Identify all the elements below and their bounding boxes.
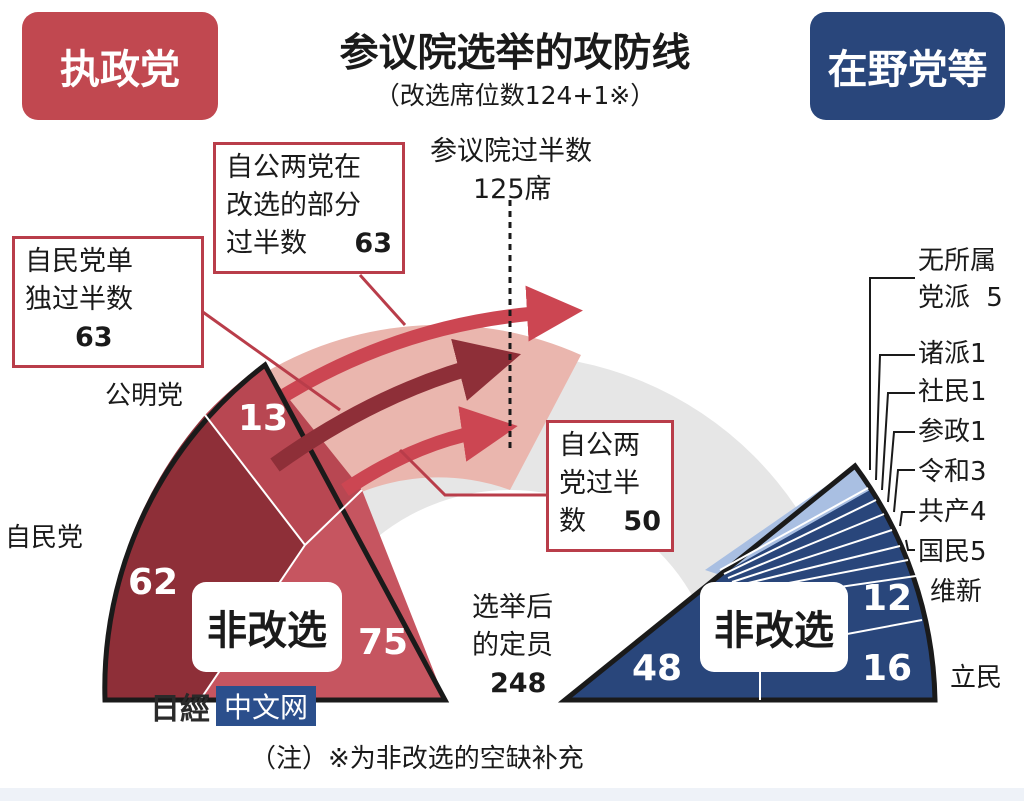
ruling-party-badge: 执政党 — [22, 12, 218, 120]
callout-line: 自民党单 — [25, 246, 133, 277]
footer-stripe — [0, 788, 1024, 801]
komeito-label: 公明党 — [105, 381, 184, 411]
coalition-value: 75 — [358, 622, 409, 663]
opposition-total-value: 48 — [632, 648, 683, 689]
callout-text: 数 — [559, 506, 586, 537]
shoha-label: 诸派1 — [918, 339, 987, 369]
right-leaders — [869, 277, 915, 551]
nikkei-logo: 日經 中文网 — [150, 686, 317, 727]
majority-seats: 125席 — [473, 174, 552, 205]
komeito-value: 13 — [238, 398, 289, 439]
ldp-wedge — [104, 415, 306, 700]
ldp-label: 自民党 — [5, 523, 84, 553]
callout-text: 过半数 — [226, 228, 307, 259]
rikken-value: 16 — [862, 648, 913, 689]
chart-subtitle: （改选席位数124+1※） — [374, 81, 656, 110]
independent-label-2: 党派 5 — [918, 280, 1003, 316]
logo-mark: 日經 — [150, 692, 210, 727]
callout-leaders — [199, 273, 548, 497]
callout-ldp-alone: 自民党单 独过半数 63 — [12, 236, 204, 368]
callout-line: 数 50 — [559, 503, 661, 541]
rikken-label: 立民 — [950, 663, 1003, 693]
callout-line: 自公两 — [559, 430, 640, 461]
callout-line: 独过半数 — [25, 284, 133, 315]
ldp-value: 62 — [128, 562, 179, 603]
independent-value: 5 — [986, 283, 1003, 313]
kyosan-label: 共产4 — [918, 497, 987, 527]
shamin-label: 社民1 — [918, 377, 987, 407]
chart-title: 参议院选举的攻防线 — [339, 31, 691, 76]
callout-coalition-total: 自公两 党过半 数 50 — [546, 420, 674, 552]
callout-coalition-reelection: 自公两党在 改选的部分 过半数 63 — [213, 142, 405, 274]
logo-text: 中文网 — [216, 686, 317, 726]
arrow-coalition-total — [341, 406, 518, 496]
center-label-line1: 选举后 — [472, 592, 553, 623]
sansei-label: 参政1 — [918, 417, 987, 447]
arrow-ldp-alone — [270, 338, 522, 472]
callout-line: 自公两党在 — [226, 152, 361, 183]
callout-line: 过半数 63 — [226, 225, 392, 263]
callout-value: 50 — [623, 506, 661, 537]
reiwa-label: 令和3 — [918, 457, 987, 487]
ruling-wedge-outline — [102, 361, 450, 703]
callout-value: 63 — [75, 322, 113, 353]
callout-line: 改选的部分 — [226, 190, 361, 221]
independent-label: 无所属 — [918, 246, 997, 276]
footnote: （注）※为非改选的空缺补充 — [250, 744, 584, 774]
kokumin-label: 国民5 — [918, 537, 987, 567]
ishin-value: 12 — [862, 578, 913, 619]
ruling-non-reelection-box: 非改选 — [192, 582, 342, 672]
independent-label-text: 党派 — [918, 283, 971, 313]
majority-label: 参议院过半数 — [430, 136, 592, 167]
ishin-label: 维新 — [930, 577, 983, 607]
opposition-non-reelection-box: 非改选 — [700, 582, 848, 672]
callout-value: 63 — [354, 228, 392, 259]
center-total-seats: 248 — [490, 668, 547, 699]
center-label-line2: 的定员 — [472, 630, 553, 661]
callout-line: 党过半 — [559, 468, 640, 499]
arrow-coalition-reelection — [281, 285, 583, 402]
opposition-badge: 在野党等 — [810, 12, 1005, 120]
